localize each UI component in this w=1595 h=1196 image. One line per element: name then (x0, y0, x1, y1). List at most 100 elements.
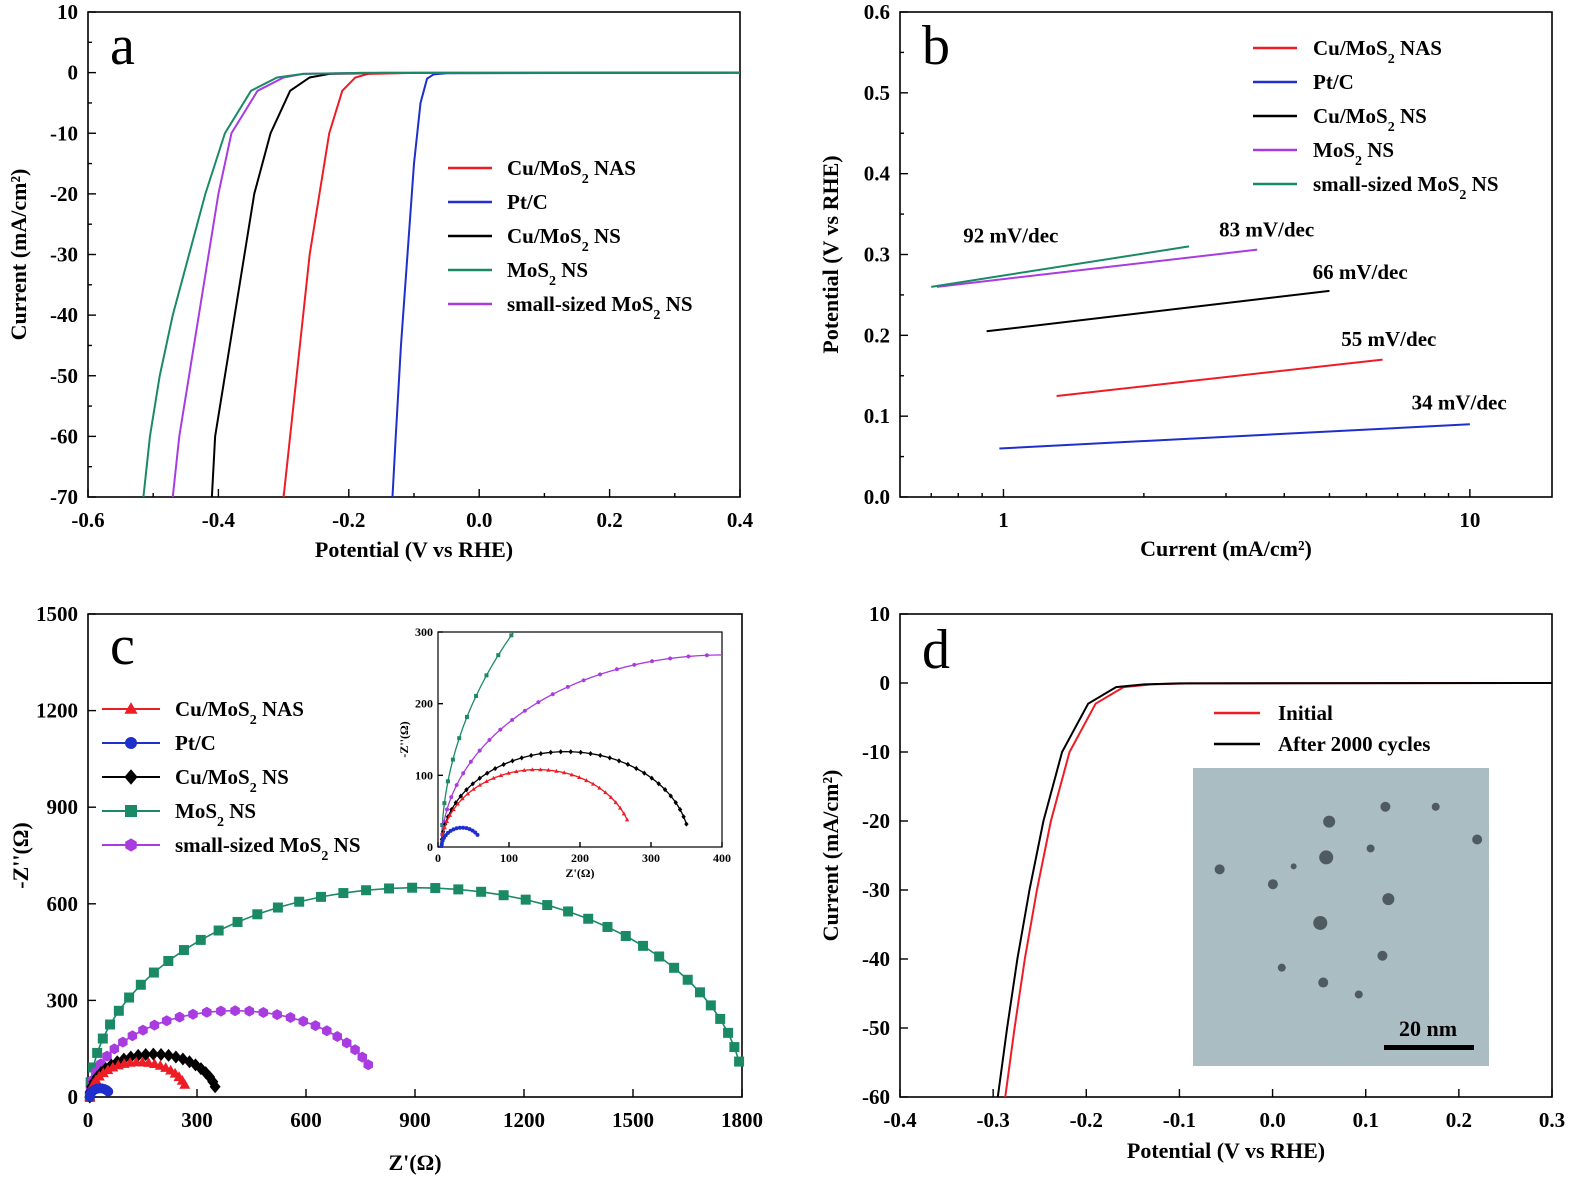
x-tick-label: 0.3 (1539, 1108, 1565, 1132)
data-point (734, 1056, 745, 1067)
x-tick-label: 1 (998, 508, 1009, 532)
y-tick-label: 0 (68, 61, 79, 85)
data-point (654, 951, 665, 962)
data-point (458, 793, 463, 799)
data-point (477, 782, 483, 787)
data-point (484, 770, 490, 776)
data-point (498, 890, 509, 901)
y-tick-label: -30 (50, 243, 78, 267)
data-point (135, 979, 146, 990)
tem-particle (1472, 834, 1483, 845)
inset-x-tick-label: 0 (435, 851, 441, 865)
data-point (384, 883, 395, 894)
data-point (638, 940, 649, 951)
y-axis-label: Potential (V vs RHE) (818, 155, 843, 353)
x-axis-label: Potential (V vs RHE) (315, 537, 513, 562)
data-point (125, 805, 137, 817)
x-tick-label: 10 (1459, 508, 1480, 532)
data-point (498, 727, 503, 732)
data-point (538, 767, 543, 772)
data-point (548, 749, 553, 755)
data-point (608, 795, 614, 799)
data-point (558, 749, 563, 755)
data-point (492, 765, 498, 772)
x-tick-label: -0.2 (1070, 1108, 1103, 1132)
data-point (298, 1015, 309, 1027)
y-tick-label: -20 (50, 182, 78, 206)
data-point (338, 888, 349, 899)
data-point (729, 1042, 740, 1053)
data-point (316, 891, 327, 902)
legend-label: Cu/MoS2 NS (507, 224, 621, 255)
data-point (590, 781, 596, 786)
tafel-line (931, 245, 1190, 288)
data-point (455, 801, 460, 806)
data-point (656, 781, 661, 787)
tem-particle (1382, 893, 1395, 906)
data-point (682, 974, 693, 985)
data-point (454, 782, 459, 788)
x-tick-label: 300 (181, 1108, 213, 1132)
data-point (125, 737, 137, 749)
data-point (147, 1047, 159, 1061)
y-tick-label: 0.4 (864, 162, 891, 186)
y-tick-label: 1500 (36, 602, 78, 626)
legend-label: Cu/MoS2 NS (175, 765, 289, 796)
panel-letter: c (110, 615, 135, 677)
legend-label: small-sized MoS2 NS (1313, 172, 1499, 203)
data-point (583, 913, 594, 924)
data-point (475, 832, 480, 837)
data-point (598, 752, 603, 759)
data-point (97, 1033, 108, 1044)
data-point (498, 773, 504, 778)
data-point (161, 1015, 172, 1027)
data-point (252, 909, 263, 920)
inset-x-axis-label: Z'(Ω) (566, 866, 595, 880)
data-point (258, 1006, 269, 1018)
data-point (457, 736, 462, 741)
data-point (650, 659, 654, 664)
inset-x-tick-label: 200 (571, 851, 589, 865)
data-point (357, 1051, 368, 1063)
data-point (615, 667, 619, 672)
x-tick-label: -0.4 (883, 1108, 917, 1132)
y-axis-label: Current (mA/cm²) (6, 169, 31, 341)
scale-bar-label: 20 nm (1399, 1016, 1457, 1041)
tem-texture (1193, 768, 1489, 1066)
data-point (444, 819, 450, 823)
inset-x-tick-label: 100 (500, 851, 518, 865)
legend-label: small-sized MoS2 NS (507, 292, 693, 323)
data-point (550, 692, 555, 697)
data-point (124, 992, 135, 1003)
legend-label: Pt/C (1313, 70, 1354, 94)
data-point (244, 1005, 255, 1017)
tem-particle (1318, 977, 1329, 988)
y-axis-label: -Z''(Ω) (8, 822, 33, 889)
x-axis-label: Z'(Ω) (388, 1150, 441, 1175)
data-point (363, 1059, 373, 1071)
data-point (109, 1043, 120, 1055)
data-point (694, 987, 705, 998)
data-point (542, 900, 553, 911)
data-point (522, 708, 527, 713)
data-point (102, 1050, 112, 1062)
data-point (178, 945, 189, 956)
tem-particle (1319, 850, 1334, 865)
inset-y-tick-label: 200 (415, 697, 433, 711)
data-point (230, 1005, 240, 1017)
data-point (232, 916, 243, 927)
y-tick-label: 0 (68, 1085, 79, 1109)
tem-particle (1354, 990, 1363, 999)
data-point (669, 962, 680, 973)
legend-label: Pt/C (507, 190, 548, 214)
data-point (715, 1013, 726, 1024)
data-point (464, 826, 469, 831)
data-point (477, 748, 482, 753)
data-point (522, 768, 527, 772)
data-point (625, 761, 631, 768)
tem-particle (1323, 815, 1336, 828)
data-point (447, 813, 453, 817)
legend-label: After 2000 cycles (1278, 732, 1430, 756)
data-point (285, 1012, 296, 1024)
data-point (620, 931, 631, 942)
